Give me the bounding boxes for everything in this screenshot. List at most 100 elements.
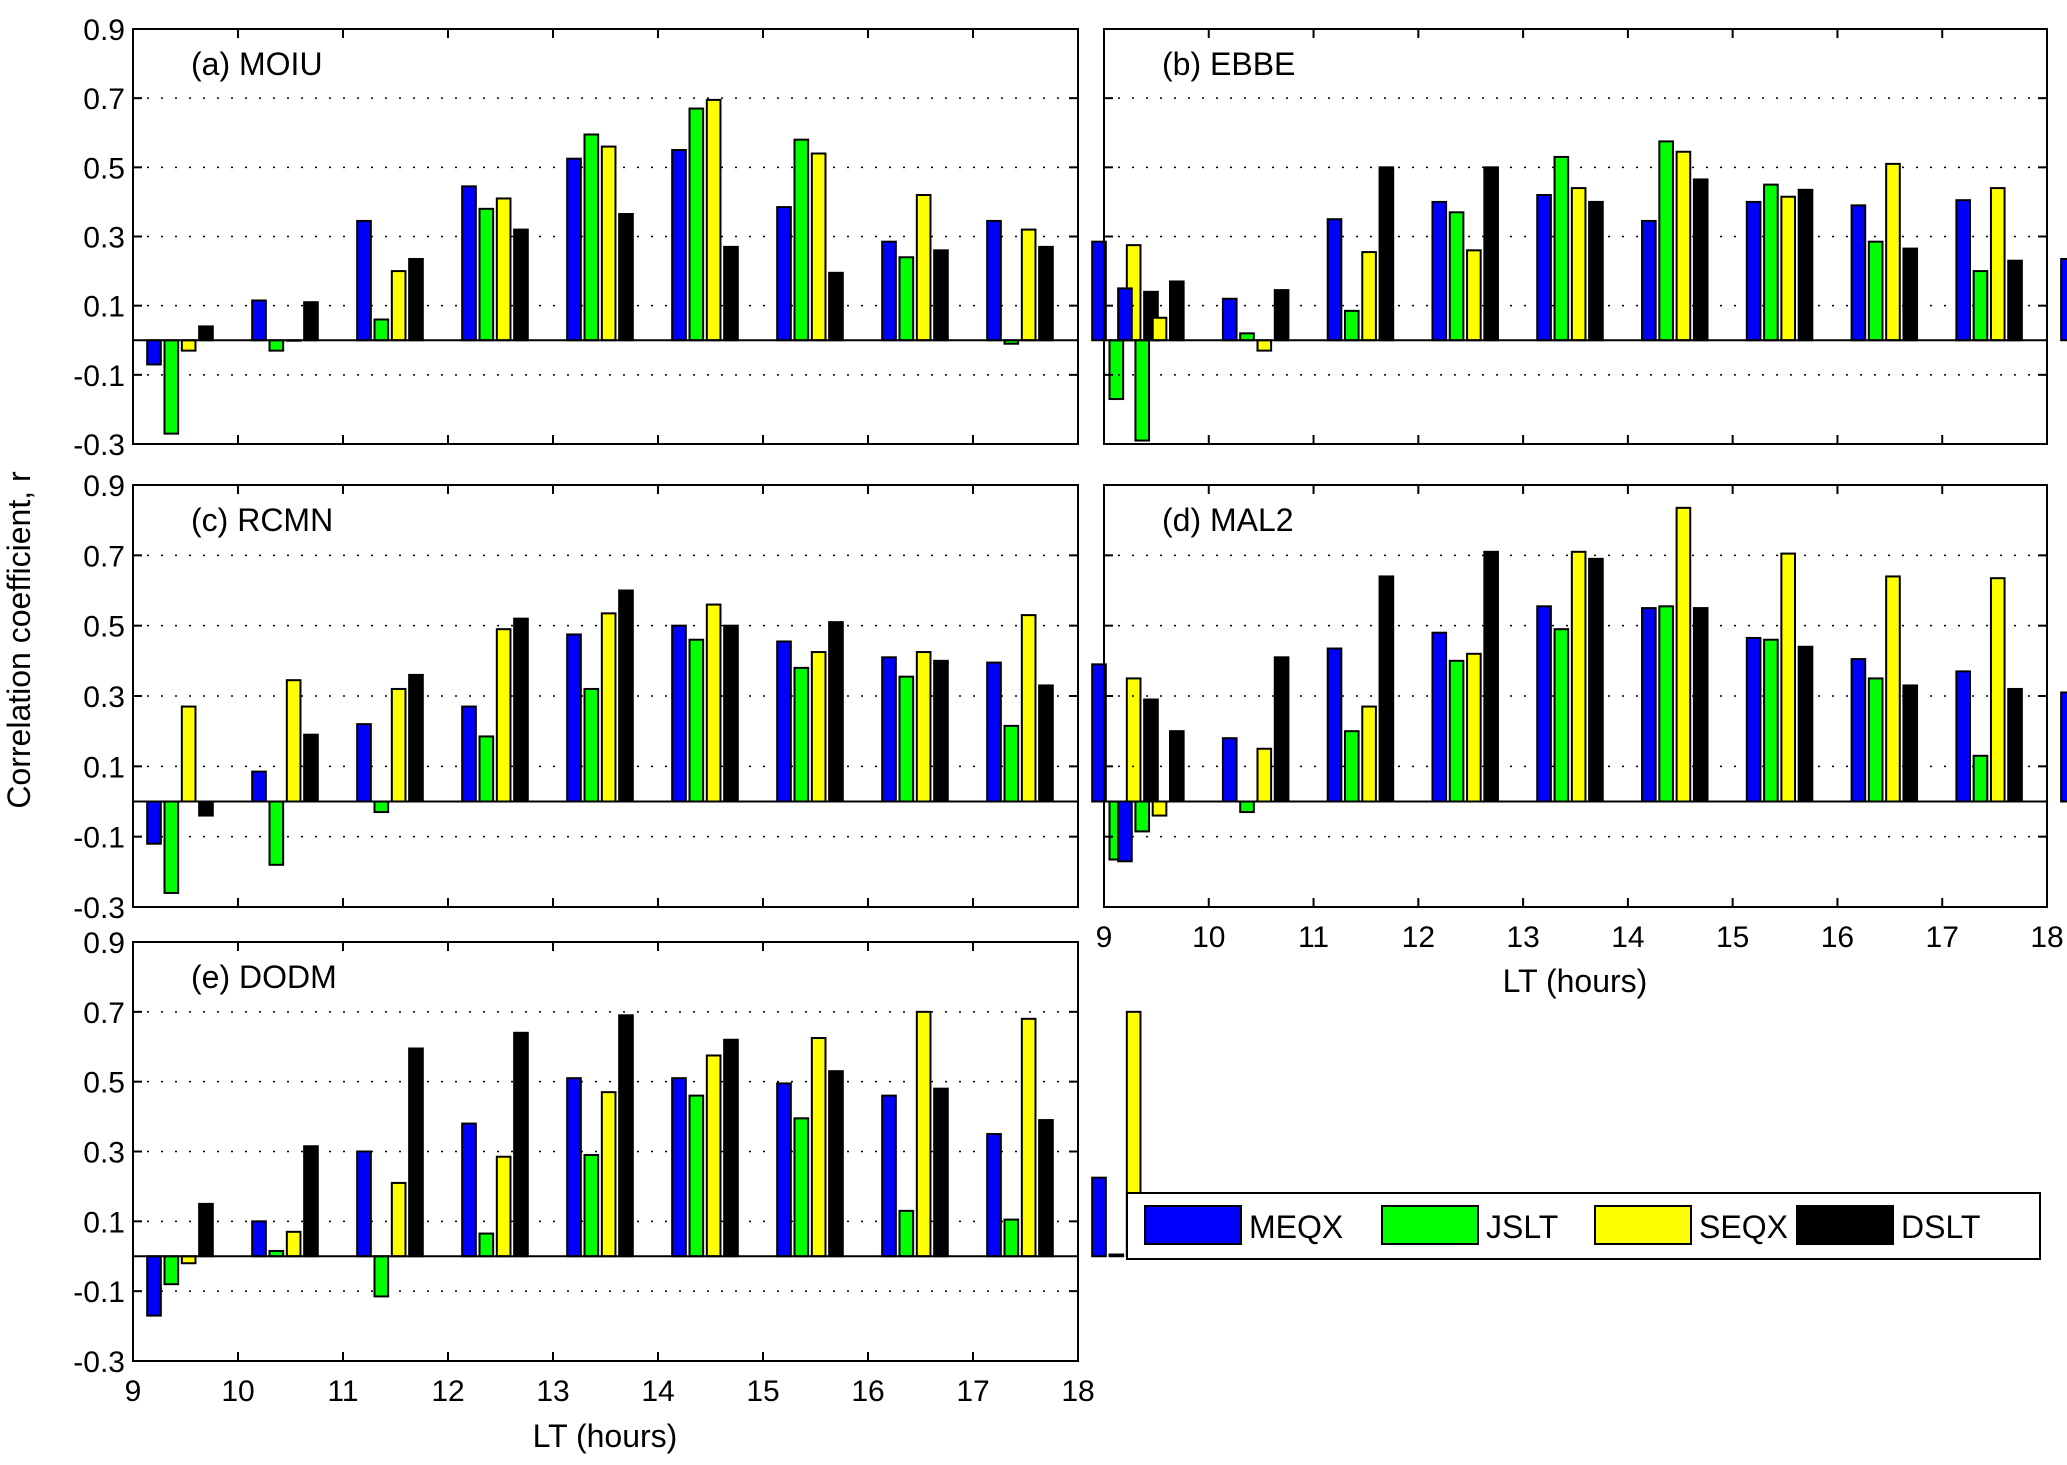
- panel-title: (b) EBBE: [1162, 46, 1295, 82]
- bar-meqx: [671, 1077, 687, 1258]
- bar-dslt: [1588, 200, 1604, 342]
- bar-seqx: [1361, 705, 1377, 803]
- panel-title: (c) RCMN: [191, 502, 333, 538]
- bar-dslt: [1588, 557, 1604, 803]
- bar-jslt: [1763, 638, 1779, 803]
- bar-jslt: [1134, 800, 1151, 833]
- bar-meqx: [1745, 200, 1762, 342]
- bar-meqx: [1091, 240, 1107, 342]
- bar-seqx: [705, 603, 722, 803]
- bar-meqx: [1641, 607, 1657, 803]
- legend-swatch-jslt: [1381, 1205, 1479, 1245]
- bar-dslt: [618, 589, 634, 803]
- y-tick-label: -0.3: [73, 892, 125, 925]
- bar-meqx: [1431, 200, 1448, 342]
- y-tick-label: -0.3: [73, 429, 125, 462]
- bar-dslt: [198, 325, 214, 342]
- bar-jslt: [583, 1153, 600, 1258]
- bar-seqx: [915, 1010, 932, 1258]
- y-tick-label: 0.9: [83, 470, 125, 503]
- bar-dslt: [828, 621, 844, 803]
- bar-dslt: [933, 659, 949, 803]
- bar-jslt: [1343, 730, 1360, 803]
- bar-seqx: [1570, 550, 1587, 803]
- y-tick-label: 0.3: [83, 1137, 125, 1170]
- bar-seqx: [810, 651, 827, 803]
- x-tick-label: 12: [1402, 921, 1435, 954]
- legend-label: DSLT: [1901, 1209, 1980, 1245]
- bar-meqx: [1745, 636, 1762, 803]
- bar-jslt: [163, 339, 180, 435]
- bar-jslt: [373, 1255, 390, 1298]
- bar-jslt: [583, 133, 600, 342]
- bar-dslt: [1902, 684, 1919, 803]
- bar-meqx: [146, 800, 162, 845]
- bar-seqx: [1361, 251, 1377, 342]
- bar-jslt: [898, 1209, 915, 1258]
- bar-jslt: [1658, 140, 1674, 342]
- bar-dslt: [1169, 730, 1185, 803]
- bar-jslt: [478, 735, 495, 803]
- bar-meqx: [1221, 297, 1238, 342]
- x-tick-label: 12: [431, 1375, 464, 1408]
- y-tick-label: 0.9: [83, 927, 125, 960]
- bar-jslt: [1972, 270, 1989, 342]
- bar-seqx: [1125, 677, 1142, 803]
- bar-dslt: [1143, 698, 1159, 803]
- bar-seqx: [495, 197, 512, 342]
- bar-dslt: [828, 1070, 844, 1258]
- bar-seqx: [495, 1155, 512, 1258]
- bar-jslt: [1003, 724, 1020, 803]
- bar-seqx: [390, 1181, 407, 1258]
- bar-jslt: [1658, 605, 1674, 803]
- panel-c: -0.3 -0.1 0.1 0.3 0.5 0.7 0.9 (c) RCMN: [73, 470, 1159, 925]
- x-tick-label: 16: [1821, 921, 1854, 954]
- bar-dslt: [513, 228, 529, 342]
- bar-seqx: [1466, 249, 1482, 342]
- bar-dslt: [828, 271, 844, 342]
- bar-meqx: [251, 299, 267, 342]
- x-tick-label: 14: [1611, 921, 1644, 954]
- bar-jslt: [1108, 339, 1125, 401]
- x-tick-label: 13: [536, 1375, 569, 1408]
- bar-meqx: [1641, 219, 1657, 342]
- bar-jslt: [688, 1094, 705, 1258]
- bar-dslt: [198, 1202, 214, 1258]
- legend: MEQX JSLT SEQX DSLT: [1126, 1192, 2041, 1260]
- bar-meqx: [776, 640, 792, 803]
- bar-jslt: [373, 800, 390, 814]
- legend-swatch-meqx: [1144, 1205, 1242, 1245]
- bar-seqx: [1885, 575, 1901, 803]
- bar-jslt: [1239, 332, 1255, 342]
- bar-dslt: [303, 733, 319, 803]
- panel-title: (e) DODM: [191, 959, 337, 995]
- bar-dslt: [1797, 645, 1814, 803]
- bar-meqx: [986, 1133, 1002, 1258]
- bar-meqx: [356, 219, 372, 342]
- x-tick-label: 13: [1506, 921, 1539, 954]
- bar-seqx: [390, 687, 407, 803]
- bar-jslt: [898, 675, 915, 803]
- bar-seqx: [1020, 1017, 1037, 1258]
- bar-seqx: [1989, 577, 2006, 803]
- bar-jslt: [793, 138, 810, 342]
- bar-seqx: [1989, 187, 2006, 342]
- bar-meqx: [1850, 204, 1867, 342]
- bar-meqx: [776, 206, 792, 342]
- x-tick-label: 17: [956, 1375, 989, 1408]
- bar-dslt: [618, 213, 634, 342]
- bar-dslt: [1038, 245, 1054, 342]
- x-tick-label: 18: [2030, 921, 2063, 954]
- bar-meqx: [1221, 737, 1238, 803]
- bar-dslt: [723, 245, 739, 342]
- x-tick-label: 10: [1192, 921, 1225, 954]
- bar-dslt: [933, 249, 949, 342]
- bar-jslt: [793, 1117, 810, 1258]
- bar-meqx: [881, 656, 897, 803]
- bar-meqx: [461, 185, 477, 342]
- bar-seqx: [600, 612, 617, 803]
- panel-title: (a) MOIU: [191, 46, 323, 82]
- y-tick-label: 0.1: [83, 1206, 125, 1239]
- bar-jslt: [583, 687, 600, 803]
- panel-a: -0.3 -0.1 0.1 0.3 0.5 0.7 0.9 (a) MOIU: [73, 14, 1159, 462]
